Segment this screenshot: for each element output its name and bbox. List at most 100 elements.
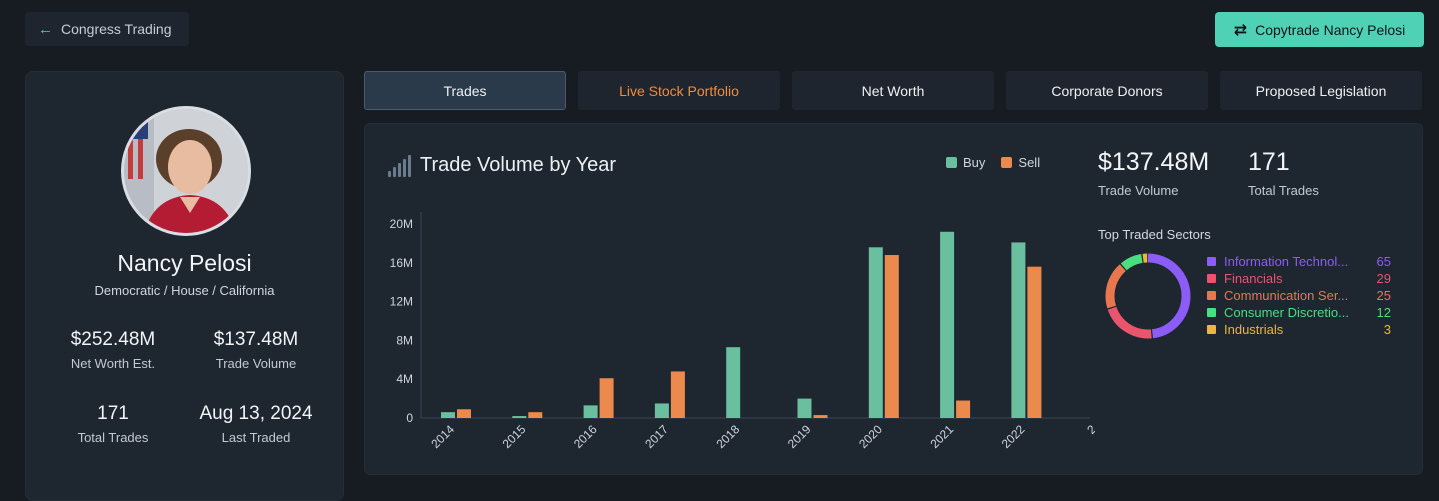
stat-label: Last Traded xyxy=(221,430,291,445)
sector-row: Consumer Discretio... 12 xyxy=(1207,304,1391,321)
avatar xyxy=(121,106,251,236)
donut-slice xyxy=(1105,253,1191,339)
sector-name: Communication Ser... xyxy=(1224,288,1349,303)
sector-count: 12 xyxy=(1376,305,1391,320)
x-tick-label: 2018 xyxy=(714,422,743,451)
legend-sell-swatch xyxy=(1001,157,1013,168)
swap-arrows-icon: ⇄ xyxy=(1233,21,1248,39)
tab-corporate-donors[interactable]: Corporate Donors xyxy=(1006,71,1208,110)
sector-count: 29 xyxy=(1376,271,1391,286)
sell-bar xyxy=(599,378,614,418)
sell-bar xyxy=(670,371,685,418)
profile-affiliation: Democratic / House / California xyxy=(94,283,275,298)
tab-proposed-legislation[interactable]: Proposed Legislation xyxy=(1220,71,1422,110)
stat-value: $252.48M xyxy=(70,329,156,350)
arrow-left-icon: ← xyxy=(38,20,53,38)
x-tick-label: 2020 xyxy=(856,422,885,451)
sector-donut-chart xyxy=(1105,253,1191,339)
sector-swatch xyxy=(1207,308,1216,317)
stat-label: Total Trades xyxy=(77,430,149,445)
buy-bar xyxy=(654,403,669,418)
profile-card: Nancy Pelosi Democratic / House / Califo… xyxy=(25,71,344,501)
kpi-total-trades: 171 Total Trades xyxy=(1248,148,1319,198)
copytrade-label: Copytrade Nancy Pelosi xyxy=(1255,21,1406,38)
stat-value: $137.48M xyxy=(213,329,299,350)
sell-bar xyxy=(457,409,471,418)
sector-row: Industrials 3 xyxy=(1207,321,1391,338)
stat-last-traded: Aug 13, 2024 Last Traded xyxy=(181,403,331,445)
legend-sell-label: Sell xyxy=(1018,155,1041,170)
sector-swatch xyxy=(1207,325,1216,334)
buy-bar xyxy=(868,247,883,418)
legend-buy-label: Buy xyxy=(963,155,986,170)
y-tick-label: 12M xyxy=(390,295,413,309)
chart-title: Trade Volume by Year xyxy=(420,154,617,176)
back-button[interactable]: ← Congress Trading xyxy=(25,12,189,46)
sector-name: Consumer Discretio... xyxy=(1224,305,1349,320)
sector-name: Information Technol... xyxy=(1224,254,1349,269)
buy-bar xyxy=(441,412,455,418)
trades-panel: Trade Volume by Year Buy Sell 0 4M 8M 12M 16… xyxy=(364,123,1423,475)
sell-bar xyxy=(813,415,828,418)
tab-live-stock-portfolio[interactable]: Live Stock Portfolio xyxy=(578,71,780,110)
legend-sell[interactable]: Sell xyxy=(1001,155,1040,170)
stat-value: 171 xyxy=(97,403,129,424)
sector-row: Communication Ser... 25 xyxy=(1207,287,1391,304)
sector-legend: Information Technol... 65 Financials 29 Comm… xyxy=(1207,253,1391,338)
sectors-title: Top Traded Sectors xyxy=(1098,227,1211,242)
stat-label: Net Worth Est. xyxy=(70,356,156,371)
stat-value: Aug 13, 2024 xyxy=(199,403,313,424)
chart-legend: Buy Sell xyxy=(946,155,1040,170)
trade-volume-chart: 0 4M 8M 12M 16M 20M 2014 2015 2016 2017 2018 2019 20… xyxy=(390,212,1095,451)
legend-buy[interactable]: Buy xyxy=(946,155,985,170)
legend-buy-swatch xyxy=(946,157,957,168)
sell-bar xyxy=(1027,266,1042,418)
signal-bars-icon xyxy=(388,155,411,177)
donut-slice xyxy=(1105,253,1191,339)
sector-swatch xyxy=(1207,274,1216,283)
sell-bar xyxy=(528,412,543,418)
sector-row: Information Technol... 65 xyxy=(1207,253,1391,270)
y-tick-label: 8M xyxy=(396,333,413,347)
y-tick-label: 4M xyxy=(396,372,413,386)
buy-bar xyxy=(940,231,955,418)
kpi-label: Trade Volume xyxy=(1098,183,1179,198)
x-tick-label: 2019 xyxy=(785,422,814,451)
stat-total-trades: 171 Total Trades xyxy=(38,403,188,445)
kpi-trade-volume: $137.48M Trade Volume xyxy=(1098,148,1209,198)
donut-slice xyxy=(1105,253,1191,339)
buy-bar xyxy=(583,405,598,418)
copytrade-button[interactable]: ⇄ Copytrade Nancy Pelosi xyxy=(1215,12,1424,47)
buy-bar xyxy=(512,416,527,418)
sector-name: Financials xyxy=(1224,271,1283,286)
x-tick-label: 2017 xyxy=(642,422,671,451)
x-tick-label: 2 xyxy=(1084,422,1095,437)
sector-swatch xyxy=(1207,291,1216,300)
y-tick-label: 0 xyxy=(406,411,413,425)
sector-count: 25 xyxy=(1376,288,1391,303)
kpi-value: $137.48M xyxy=(1098,148,1210,176)
sector-name: Industrials xyxy=(1224,322,1284,337)
kpi-label: Total Trades xyxy=(1248,183,1319,198)
buy-bar xyxy=(797,398,812,418)
tab-net-worth[interactable]: Net Worth xyxy=(792,71,994,110)
stat-label: Trade Volume xyxy=(215,356,297,371)
y-tick-label: 16M xyxy=(390,256,413,270)
x-tick-label: 2014 xyxy=(428,422,457,451)
sector-swatch xyxy=(1207,257,1216,266)
back-label: Congress Trading xyxy=(61,21,172,37)
sell-bar xyxy=(884,255,899,418)
profile-name: Nancy Pelosi xyxy=(117,250,252,276)
stat-net-worth: $252.48M Net Worth Est. xyxy=(38,329,188,371)
x-tick-label: 2021 xyxy=(927,422,956,451)
sector-count: 65 xyxy=(1376,254,1391,269)
x-tick-label: 2016 xyxy=(571,422,600,451)
sector-row: Financials 29 xyxy=(1207,270,1391,287)
y-tick-label: 20M xyxy=(390,217,413,231)
x-tick-label: 2015 xyxy=(500,422,529,451)
sell-bar xyxy=(956,400,971,418)
tab-trades[interactable]: Trades xyxy=(364,71,566,110)
sector-count: 3 xyxy=(1383,322,1391,337)
stat-trade-volume: $137.48M Trade Volume xyxy=(181,329,331,371)
kpi-value: 171 xyxy=(1248,148,1290,176)
